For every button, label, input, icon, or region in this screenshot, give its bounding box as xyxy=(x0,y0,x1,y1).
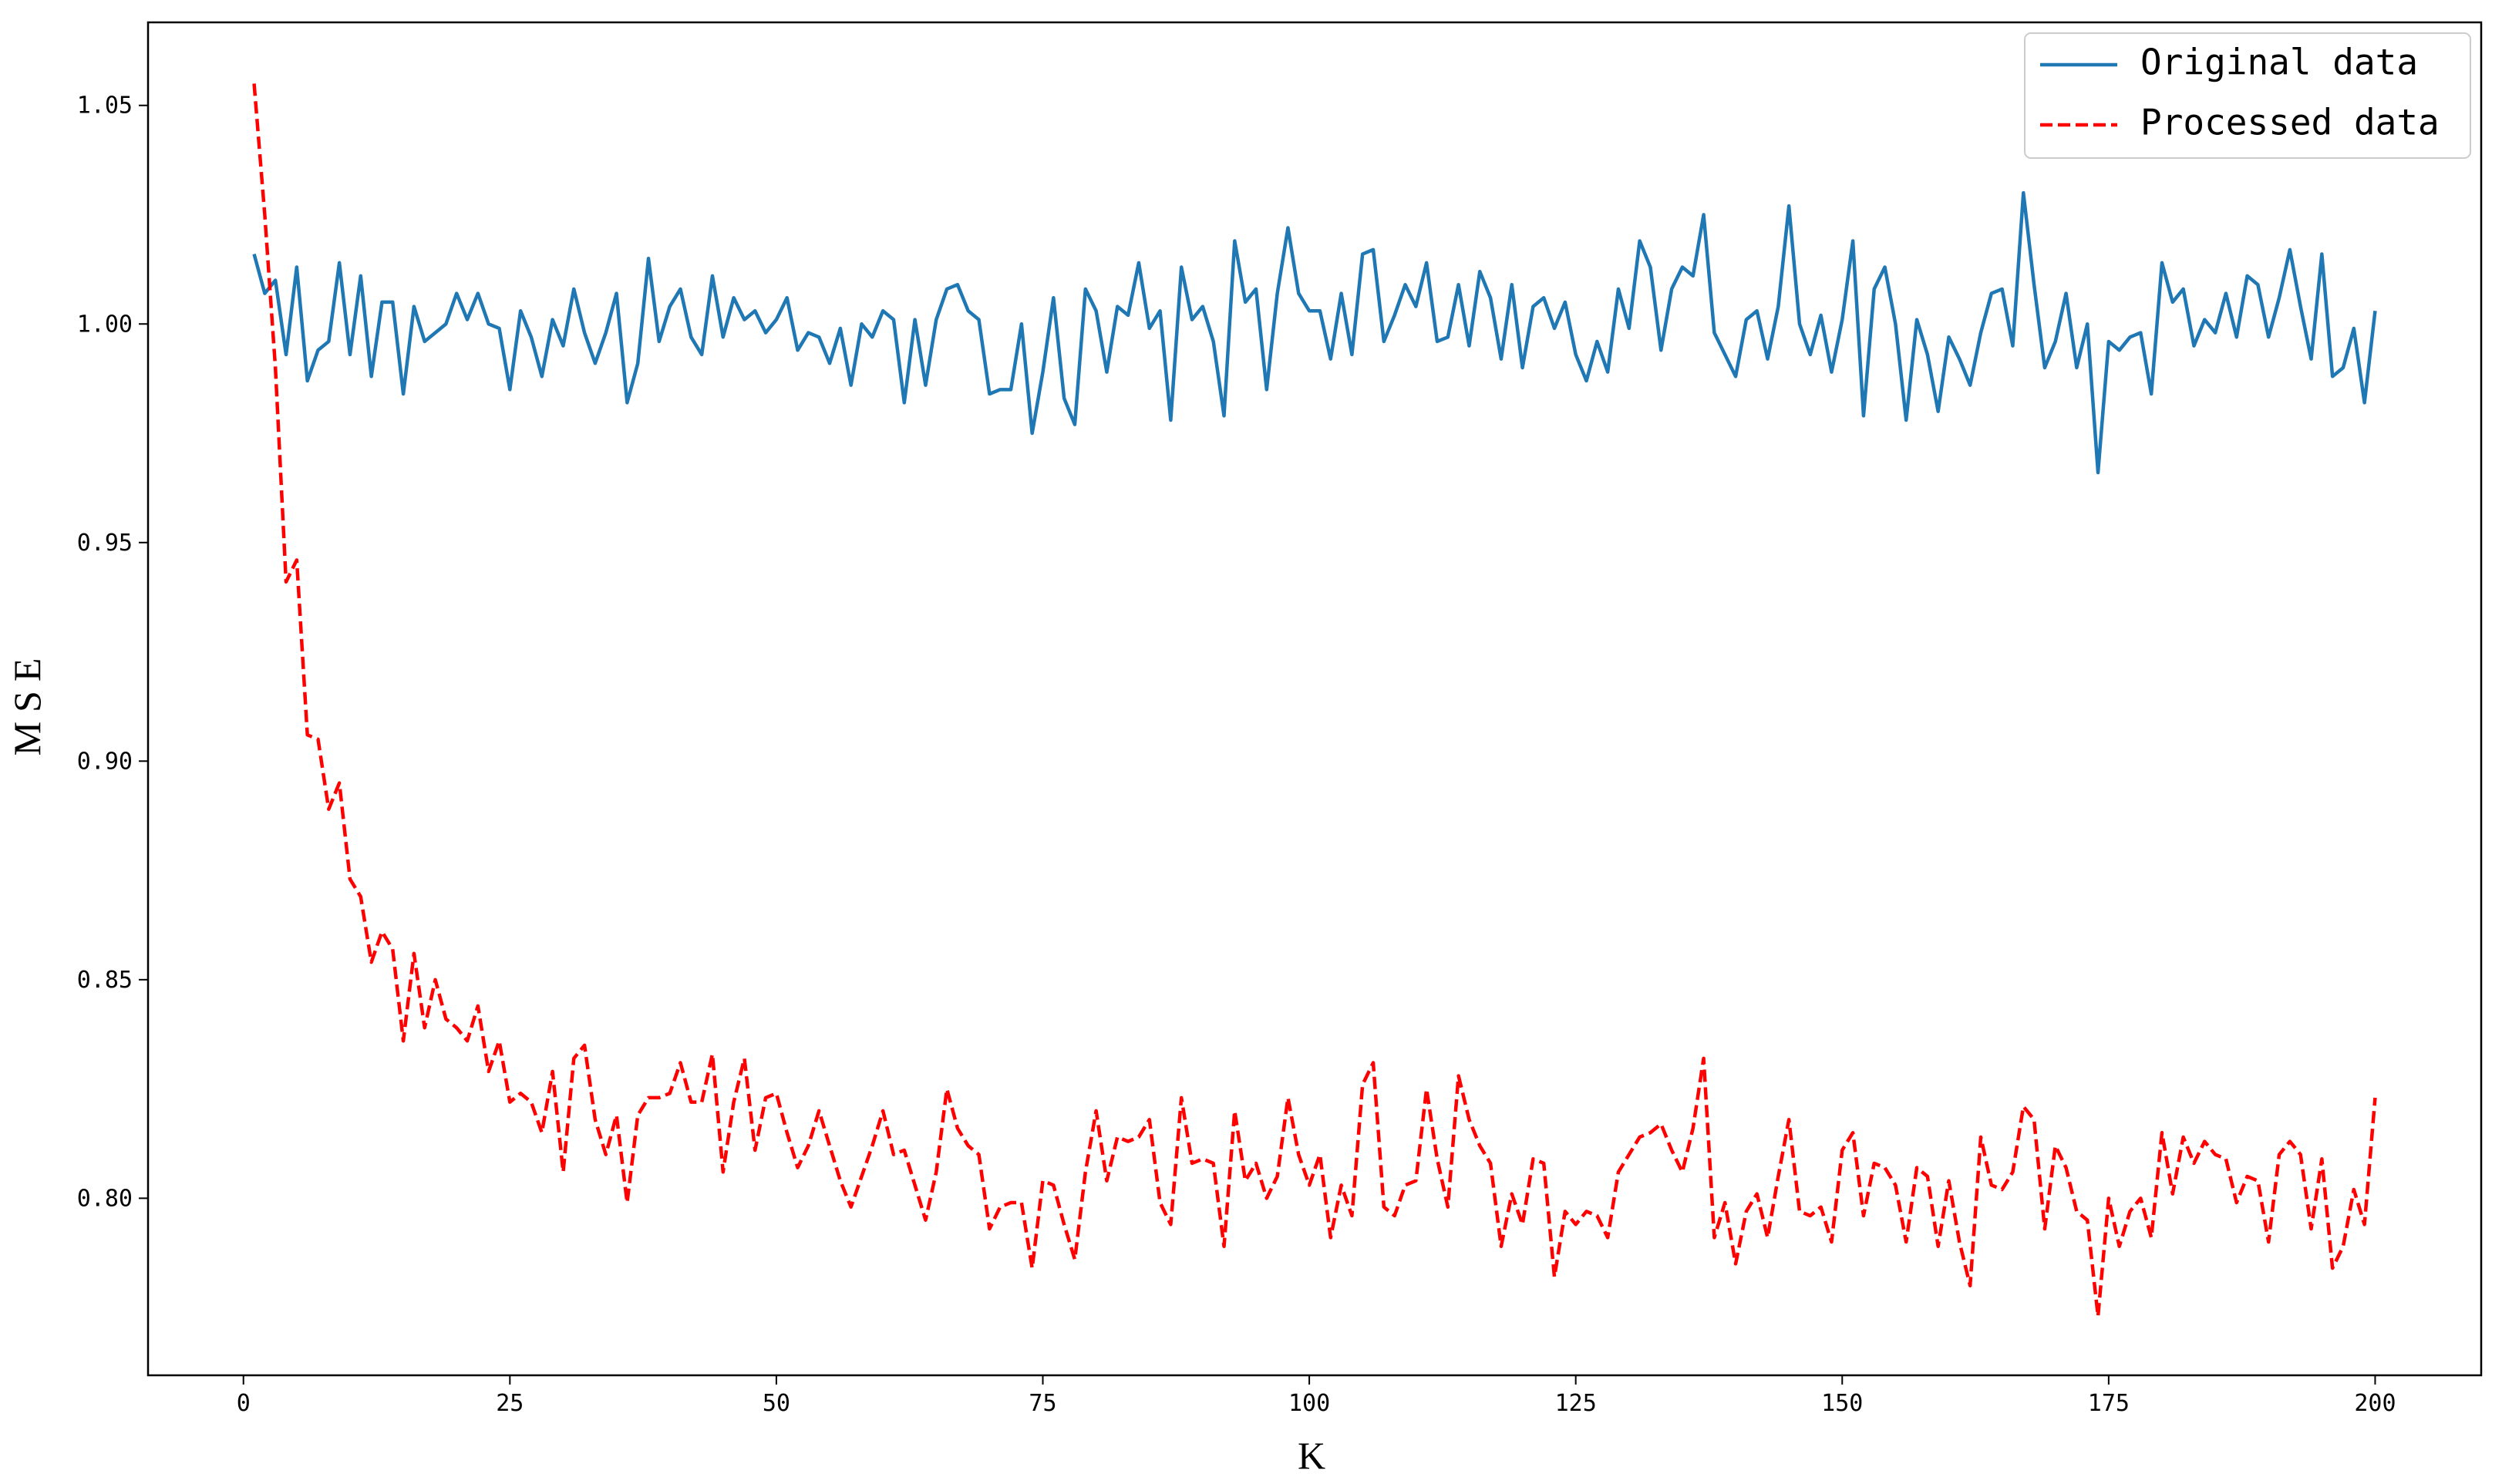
y-tick-label: 1.00 xyxy=(77,311,133,338)
legend-label: Processed data xyxy=(2140,102,2440,143)
x-tick-label: 25 xyxy=(496,1390,524,1417)
x-tick-label: 75 xyxy=(1029,1390,1056,1417)
x-tick-label: 0 xyxy=(237,1390,251,1417)
y-tick-label: 0.90 xyxy=(77,748,133,775)
y-tick-label: 0.80 xyxy=(77,1185,133,1212)
legend-box xyxy=(2024,32,2471,159)
y-tick-label: 0.85 xyxy=(77,967,133,994)
legend: Original data Processed data xyxy=(2024,32,2471,159)
axes-frame xyxy=(146,21,2483,1377)
y-tick-label: 0.95 xyxy=(77,530,133,557)
x-tick-label: 175 xyxy=(2088,1390,2130,1417)
x-tick-label: 100 xyxy=(1288,1390,1330,1417)
x-tick-label: 125 xyxy=(1555,1390,1597,1417)
y-axis-label: MSE xyxy=(5,649,49,756)
x-axis-label: K xyxy=(1298,1434,1325,1477)
legend-label: Original data xyxy=(2140,42,2418,83)
y-tick-label: 1.05 xyxy=(77,93,133,119)
x-tick-label: 150 xyxy=(1821,1390,1863,1417)
x-tick-label: 200 xyxy=(2354,1390,2396,1417)
line-series xyxy=(252,190,2377,475)
line-series xyxy=(252,83,2377,1318)
x-tick-label: 50 xyxy=(763,1390,790,1417)
